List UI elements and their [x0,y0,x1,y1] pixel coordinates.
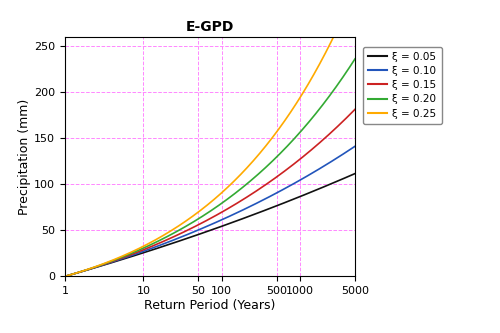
= 0.05 [233,219,239,223]
= 0.15 [233,202,239,206]
= 0.25 [280,121,286,125]
= 0.10 [233,211,239,215]
= 0.25 [62,274,68,278]
Line: = 0.20: = 0.20 [65,59,355,276]
= 0.15 [114,258,119,262]
= 0.15 [193,224,199,228]
= 0.05 [136,252,142,256]
= 0.25 [193,212,199,216]
= 0.20 [352,57,358,61]
= 0.20 [280,148,286,152]
= 0.10 [136,251,142,255]
= 0.15 [352,107,358,111]
= 0.10 [280,187,286,191]
= 0.05 [280,201,286,205]
= 0.10 [256,200,262,204]
= 0.20 [136,248,142,252]
Legend: ξ = 0.05, ξ = 0.10, ξ = 0.15, ξ = 0.20, ξ = 0.25: ξ = 0.05, ξ = 0.10, ξ = 0.15, ξ = 0.20, … [363,47,442,124]
= 0.05 [62,274,68,278]
= 0.05 [256,211,262,215]
= 0.20 [256,172,262,176]
= 0.20 [233,191,239,195]
= 0.10 [62,274,68,278]
Line: = 0.10: = 0.10 [65,146,355,276]
= 0.25 [256,153,262,157]
= 0.05 [352,171,358,175]
= 0.20 [114,257,119,261]
= 0.10 [193,229,199,233]
X-axis label: Return Period (Years): Return Period (Years) [144,299,276,312]
= 0.10 [114,259,119,263]
= 0.20 [193,218,199,222]
Line: = 0.05: = 0.05 [65,173,355,276]
Line: = 0.25: = 0.25 [65,0,355,276]
= 0.05 [193,233,199,237]
= 0.25 [114,257,119,261]
Line: = 0.15: = 0.15 [65,109,355,276]
Y-axis label: Precipitation (mm): Precipitation (mm) [18,98,32,215]
= 0.15 [256,187,262,191]
= 0.15 [136,249,142,253]
= 0.15 [280,170,286,174]
= 0.20 [62,274,68,278]
= 0.25 [136,246,142,250]
Title: E-GPD: E-GPD [186,20,234,34]
= 0.25 [233,177,239,181]
= 0.10 [352,144,358,148]
= 0.05 [114,259,119,263]
= 0.15 [62,274,68,278]
